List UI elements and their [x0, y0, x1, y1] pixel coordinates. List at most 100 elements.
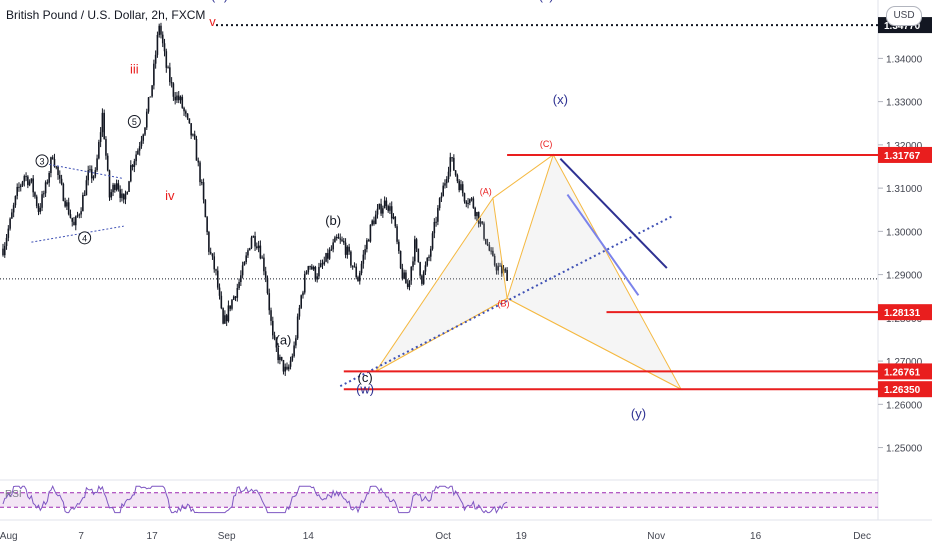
candle-body — [96, 158, 98, 171]
level-price-tag — [878, 146, 932, 163]
candle-body — [419, 262, 421, 276]
candle-body — [282, 360, 285, 372]
candle-body — [346, 246, 349, 255]
candle-body — [119, 189, 121, 198]
candle-body — [305, 272, 308, 275]
candle-body — [323, 261, 326, 265]
candle-body — [112, 184, 114, 193]
candle-body — [144, 127, 146, 135]
candle-body — [472, 198, 475, 208]
candle-body — [382, 208, 384, 214]
candle-body — [151, 85, 153, 97]
candle-body — [117, 183, 120, 190]
candle-body — [337, 236, 340, 239]
candle-body — [477, 212, 480, 224]
candle-body — [229, 305, 231, 309]
candle-body — [454, 170, 457, 176]
candle-body — [18, 186, 20, 188]
candle-body — [355, 266, 358, 278]
candle-body — [428, 256, 430, 258]
candle-body — [206, 217, 208, 233]
candle-body — [469, 199, 471, 203]
candle-body — [485, 238, 487, 244]
candle-body — [460, 184, 462, 191]
candle-body — [231, 299, 233, 309]
candle-body — [163, 43, 166, 52]
symbol-title: British Pound / U.S. Dollar, 2h, FXCM — [6, 8, 206, 22]
candle-body — [73, 221, 75, 226]
candle-body — [115, 183, 118, 190]
candle-body — [396, 226, 398, 242]
candle-body — [23, 176, 26, 182]
candle-body — [435, 221, 437, 223]
candle-body — [27, 176, 29, 186]
candle-body — [287, 366, 290, 370]
candle-body — [364, 249, 366, 255]
candle-body — [254, 236, 256, 247]
candle-body — [412, 261, 414, 267]
candle-body — [376, 208, 379, 215]
wave-label: (c) — [358, 370, 373, 385]
candle-body — [174, 96, 176, 101]
level-price-label: 1.26761 — [884, 367, 921, 378]
candle-body — [327, 253, 329, 259]
candle-body — [197, 160, 200, 163]
candle-body — [234, 296, 237, 298]
x-tick-label: Aug — [0, 531, 18, 542]
candle-body — [25, 176, 27, 178]
candle-body — [126, 191, 129, 195]
candle-body — [216, 270, 219, 288]
candle-body — [497, 266, 500, 271]
candle-body — [14, 196, 17, 206]
candle-body — [401, 268, 404, 279]
candle-body — [275, 338, 278, 348]
candle-body — [366, 240, 368, 250]
candle-body — [53, 158, 56, 167]
candle-body — [64, 200, 66, 207]
candle-body — [291, 356, 294, 361]
candle-body — [252, 236, 255, 238]
currency-button[interactable]: USD — [886, 6, 922, 26]
candle-body — [362, 254, 365, 264]
y-tick-label: 1.29000 — [886, 271, 923, 282]
candle-body — [495, 265, 498, 271]
candle-body — [257, 245, 260, 249]
candle-body — [41, 194, 43, 208]
candle-body — [188, 118, 191, 124]
candle-body — [169, 67, 171, 83]
wave-label: (B) — [498, 299, 510, 309]
wave-circle-marker — [127, 115, 141, 129]
candle-body — [300, 295, 302, 308]
candle-body — [383, 200, 386, 209]
candle-body — [311, 266, 313, 270]
candle-body — [358, 273, 361, 282]
candle-body — [9, 218, 11, 229]
candle-body — [105, 139, 107, 156]
wave-circle-marker — [78, 231, 92, 245]
candle-body — [431, 233, 434, 249]
candle-body — [277, 347, 279, 361]
x-tick-label: Sep — [218, 531, 236, 542]
x-tick-label: 17 — [147, 531, 159, 542]
x-tick-label: 19 — [516, 531, 528, 542]
y-tick-label: 1.33000 — [886, 98, 923, 109]
y-tick-label: 1.34000 — [886, 54, 923, 65]
candle-body — [78, 214, 81, 216]
candle-body — [60, 178, 63, 184]
wave-circle-label: 3 — [40, 156, 45, 166]
candle-body — [465, 201, 468, 204]
candle-body — [438, 198, 441, 209]
candle-body — [392, 216, 395, 219]
candle-body — [490, 250, 492, 252]
candle-body — [248, 248, 251, 251]
candle-body — [62, 183, 65, 201]
candle-body — [483, 223, 485, 239]
wave-circle-marker — [35, 154, 49, 168]
candle-body — [225, 315, 228, 322]
candle-body — [447, 171, 450, 180]
candle-body — [83, 195, 86, 197]
candle-body — [85, 180, 88, 196]
candle-body — [176, 95, 178, 101]
candle-body — [264, 271, 267, 278]
